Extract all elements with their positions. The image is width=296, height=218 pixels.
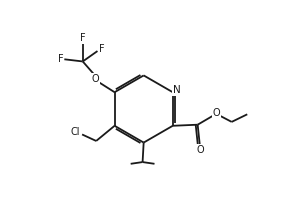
Text: F: F: [80, 34, 86, 44]
Text: F: F: [99, 44, 104, 54]
Text: Cl: Cl: [71, 127, 81, 137]
Text: O: O: [92, 74, 99, 84]
Text: O: O: [213, 108, 220, 118]
Text: O: O: [196, 145, 204, 155]
Text: F: F: [58, 54, 63, 64]
Text: N: N: [173, 85, 181, 95]
